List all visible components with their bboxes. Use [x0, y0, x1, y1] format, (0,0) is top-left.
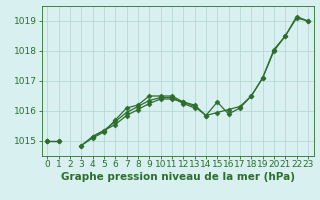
- X-axis label: Graphe pression niveau de la mer (hPa): Graphe pression niveau de la mer (hPa): [60, 172, 295, 182]
